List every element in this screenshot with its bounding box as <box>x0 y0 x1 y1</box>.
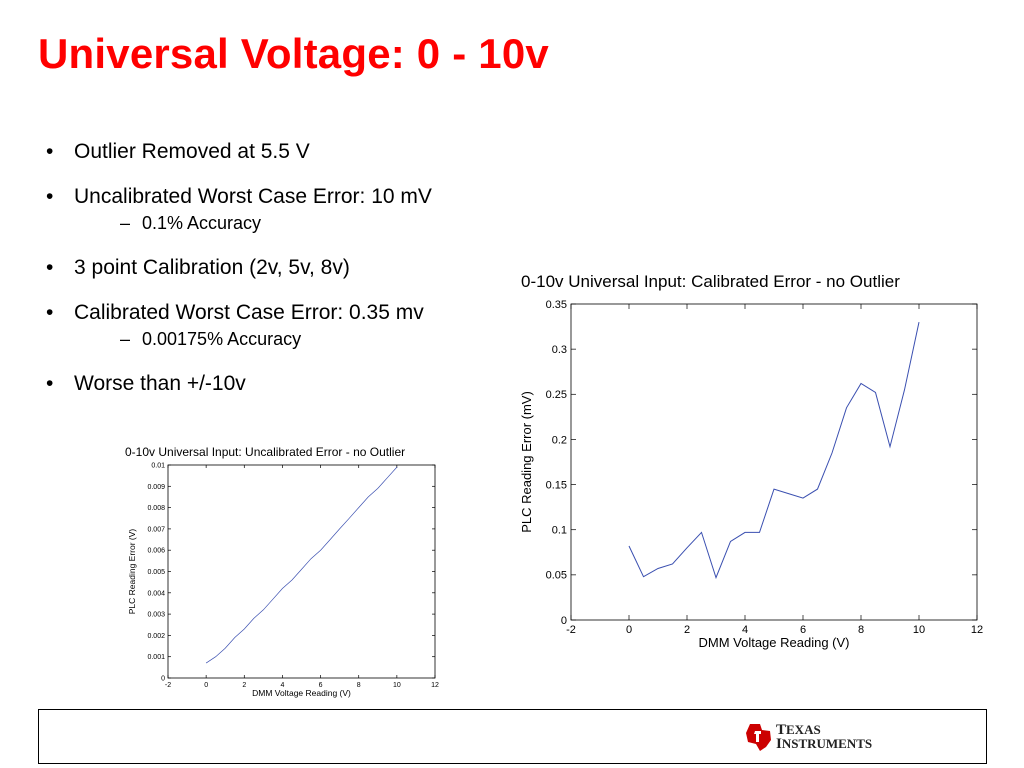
y-tick-label: 0.004 <box>147 590 165 597</box>
x-tick-label: 6 <box>319 682 323 689</box>
x-tick-label: 2 <box>684 624 690 636</box>
footer-bar <box>38 709 987 764</box>
plot-frame <box>167 464 436 679</box>
sub-bullet-dash-icon: – <box>120 213 131 234</box>
sub-bullet-item: – 0.1% Accuracy <box>74 213 524 234</box>
y-tick-label: 0.15 <box>546 479 567 491</box>
y-tick-label: 0.001 <box>147 654 165 661</box>
sub-bullet-text: 0.1% Accuracy <box>142 213 262 234</box>
y-tick-label: 0.2 <box>552 434 567 446</box>
y-tick-label: 0.35 <box>546 299 567 311</box>
bullet-dot-icon: • <box>46 301 54 325</box>
y-tick-label: 0 <box>161 675 165 682</box>
sub-bullet-text: 0.00175% Accuracy <box>142 329 302 350</box>
y-tick-label: 0.05 <box>546 570 567 582</box>
bullet-dot-icon: • <box>46 185 54 209</box>
y-tick-label: 0.002 <box>147 633 165 640</box>
y-axis-label: PLC Reading Error (V) <box>127 529 137 615</box>
bullet-dot-icon: • <box>46 140 54 163</box>
x-tick-label: 4 <box>742 624 748 636</box>
bullet-list: • Outlier Removed at 5.5 V • Uncalibrate… <box>44 140 524 417</box>
plot-frame <box>570 303 978 621</box>
chart-title: 0-10v Universal Input: Uncalibrated Erro… <box>125 445 406 459</box>
uncalibrated-error-plot: -2 0 2 4 6 8 10 1200.0010.0020.0030.0040.0050.0… <box>127 462 439 698</box>
x-tick-label: 2 <box>242 682 246 689</box>
x-tick-label: 10 <box>913 624 925 636</box>
x-tick-label: 12 <box>431 682 439 689</box>
bullet-text: Worse than +/-10v <box>74 371 246 395</box>
sub-bullet-dash-icon: – <box>120 329 131 350</box>
slide-title: Universal Voltage: 0 - 10v <box>38 30 549 77</box>
x-tick-label: 8 <box>357 682 361 689</box>
x-tick-label: 10 <box>393 682 401 689</box>
bullet-item: • Worse than +/-10v <box>44 372 524 395</box>
x-axis-label: DMM Voltage Reading (V) <box>252 688 351 698</box>
bullet-item: • Uncalibrated Worst Case Error: 10 mV –… <box>44 185 524 234</box>
x-tick-label: 4 <box>280 682 284 689</box>
y-tick-label: 0.003 <box>147 612 165 619</box>
y-tick-label: 0.006 <box>147 548 165 555</box>
x-tick-label: 0 <box>626 624 632 636</box>
y-tick-label: 0.25 <box>546 389 567 401</box>
calibrated-error-chart: 0-10v Universal Input: Calibrated Error … <box>515 266 1024 660</box>
bullet-text: Outlier Removed at 5.5 V <box>74 140 310 163</box>
chart-title: 0-10v Universal Input: Calibrated Error … <box>521 272 900 291</box>
bullet-item: • 3 point Calibration (2v, 5v, 8v) <box>44 256 524 279</box>
bullet-item: • Outlier Removed at 5.5 V <box>44 140 524 163</box>
y-tick-label: 0.009 <box>147 484 165 491</box>
uncalibrated-error-chart: 0-10v Universal Input: Uncalibrated Erro… <box>122 442 470 704</box>
x-axis-label: DMM Voltage Reading (V) <box>698 635 849 650</box>
x-tick-label: 12 <box>971 624 983 636</box>
y-tick-label: 0.007 <box>147 526 165 533</box>
x-tick-label: 0 <box>204 682 208 689</box>
bullet-text: Uncalibrated Worst Case Error: 10 mV <box>74 185 432 209</box>
y-tick-label: 0.01 <box>151 462 165 469</box>
series-line <box>205 466 398 664</box>
y-tick-label: 0 <box>561 615 567 627</box>
texas-instruments-logo-icon <box>746 724 771 751</box>
x-tick-label: 6 <box>800 624 806 636</box>
sub-bullet-item: – 0.00175% Accuracy <box>74 329 524 350</box>
y-tick-label: 0.008 <box>147 505 165 512</box>
y-tick-label: 0.1 <box>552 525 567 537</box>
ti-wordmark: TEXAS INSTRUMENTS <box>776 722 873 752</box>
series-line <box>628 321 920 580</box>
x-tick-label: -2 <box>165 682 171 689</box>
y-tick-label: 0.005 <box>147 569 165 576</box>
y-axis-label: PLC Reading Error (mV) <box>519 391 534 533</box>
x-tick-label: 8 <box>858 624 864 636</box>
bullet-text: Calibrated Worst Case Error: 0.35 mv <box>74 301 424 325</box>
bullet-text: 3 point Calibration (2v, 5v, 8v) <box>74 255 350 279</box>
y-tick-label: 0.3 <box>552 344 567 356</box>
x-tick-label: -2 <box>566 624 576 636</box>
bullet-dot-icon: • <box>46 255 54 279</box>
bullet-item: • Calibrated Worst Case Error: 0.35 mv –… <box>44 301 524 350</box>
calibrated-error-plot: -2 0 2 4 6 8 10 1200.050.10.150.20.250.30.35DMM… <box>519 299 983 650</box>
bullet-dot-icon: • <box>46 371 54 395</box>
